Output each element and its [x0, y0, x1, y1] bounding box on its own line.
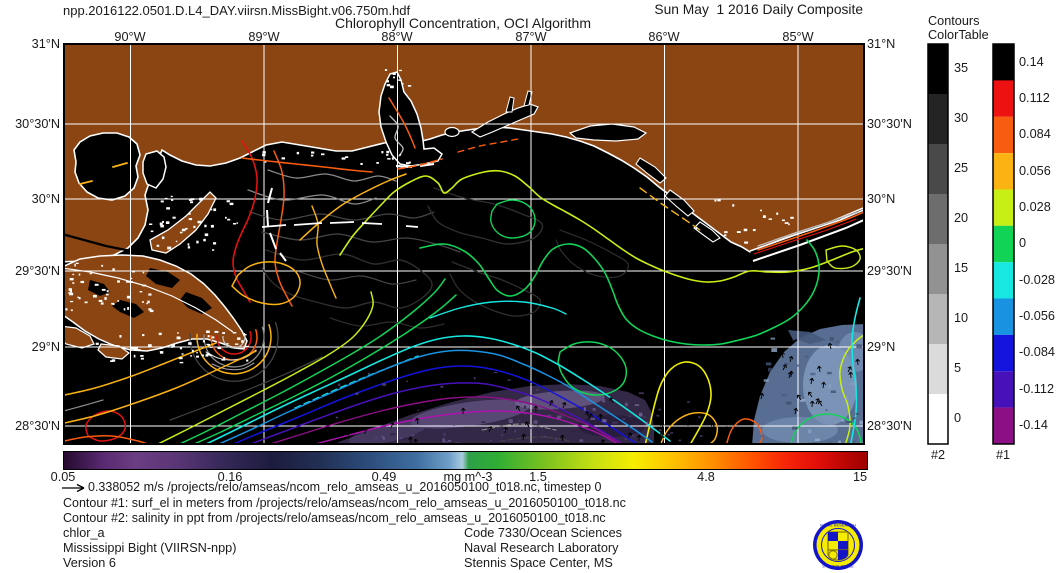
svg-text:STENNIS SPACE: STENNIS SPACE	[822, 564, 854, 569]
svg-text:NAVAL RESEARCH: NAVAL RESEARCH	[820, 523, 856, 528]
